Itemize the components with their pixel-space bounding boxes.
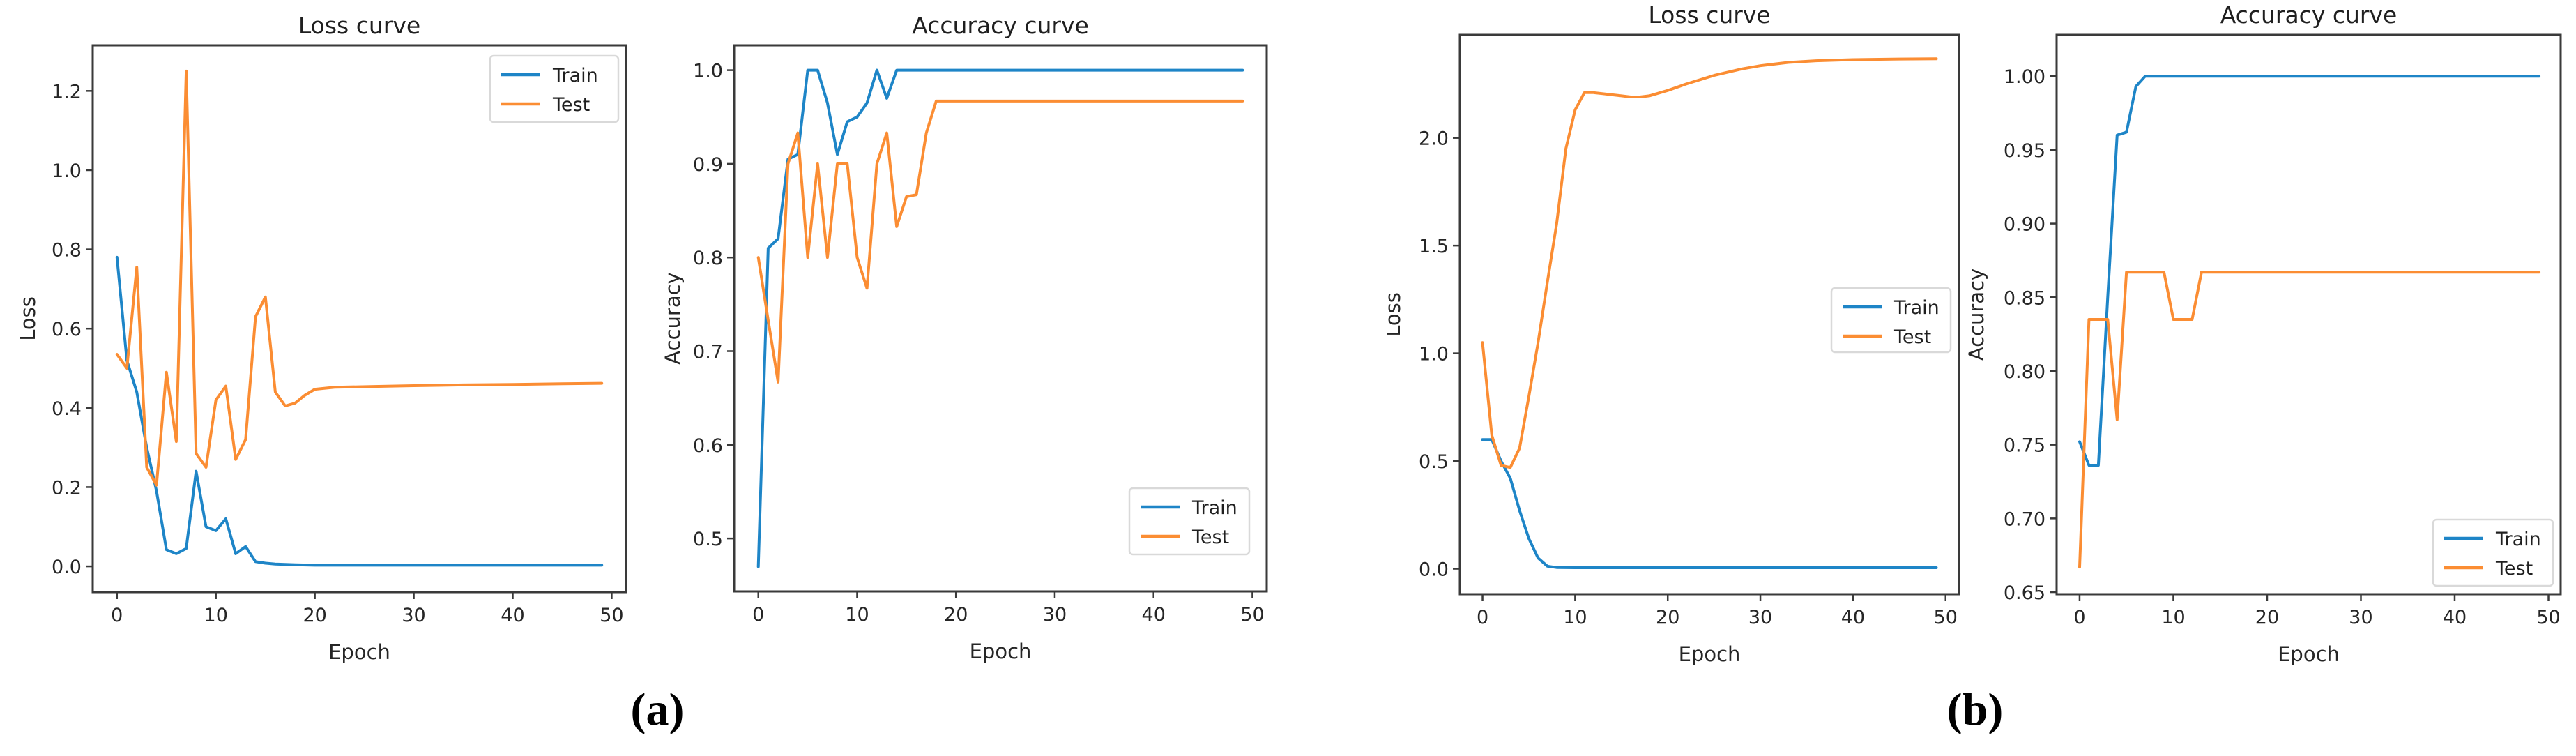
x-tick-label: 0: [2073, 607, 2085, 628]
x-tick-label: 40: [2443, 607, 2467, 628]
series-test: [756, 99, 1244, 384]
series-train: [2078, 75, 2541, 467]
y-tick-label: 0.75: [2004, 435, 2045, 457]
legend: Train Test: [489, 54, 620, 123]
x-tick-label: 50: [600, 605, 623, 626]
chart-title: Loss curve: [298, 12, 420, 39]
x-tick-label: 40: [501, 605, 524, 626]
y-tick-label: 0.0: [1419, 559, 1449, 581]
series-test: [1481, 57, 1938, 469]
subfigure-label-a: (a): [630, 684, 685, 735]
x-tick-label: 40: [1841, 607, 1865, 628]
legend-label-train: Train: [2495, 529, 2541, 550]
y-tick-label: 1.00: [2004, 66, 2045, 88]
y-tick-label: 1.0: [52, 160, 82, 182]
y-tick-label: 0.5: [693, 529, 723, 550]
legend: Train Test: [2432, 518, 2554, 587]
y-tick-label: 0.80: [2004, 361, 2045, 383]
y-tick-label: 0.8: [693, 248, 723, 269]
legend: Train Test: [1128, 487, 1251, 556]
subfigure-label-b: (b): [1946, 684, 2004, 735]
accuracy-curve-a-chart: 0 10 20 30 40 50 0.5 0.6 0.7 0.8 0.9 1.0 Epoch Accura…: [662, 12, 1268, 663]
x-tick-label: 10: [204, 605, 228, 626]
series-train: [756, 68, 1244, 568]
legend-label-test: Test: [1191, 527, 1229, 548]
x-tick-label: 20: [944, 604, 968, 626]
series-test: [2078, 271, 2541, 569]
x-tick-label: 20: [2255, 607, 2279, 628]
y-tick-label: 0.90: [2004, 214, 2045, 236]
y-axis-label: Loss: [16, 296, 40, 341]
y-axis-label: Accuracy: [1966, 269, 1988, 361]
x-tick-label: 10: [2161, 607, 2185, 628]
loss-curve-b-chart: 0 10 20 30 40 50 0.0 0.5 1.0 1.5 2.0 Epoch Loss Loss …: [1387, 1, 1960, 666]
legend-label-train: Train: [552, 65, 598, 86]
plot-area: [91, 44, 627, 594]
y-tick-label: 0.6: [693, 435, 723, 457]
y-axis-label: Accuracy: [662, 272, 685, 364]
x-tick-label: 50: [1934, 607, 1958, 628]
x-tick-label: 0: [1477, 607, 1488, 628]
y-tick-label: 1.5: [1419, 236, 1449, 257]
x-tick-label: 40: [1142, 604, 1166, 626]
loss-curve-a-chart: 0 10 20 30 40 50 0.0 0.2 0.4 0.6 0.8 1.0 1.2 Epoch Los…: [16, 12, 627, 664]
legend-label-test: Test: [1893, 326, 1931, 348]
y-tick-label: 0.2: [52, 477, 82, 499]
x-axis-label: Epoch: [1679, 642, 1741, 666]
x-tick-label: 30: [402, 605, 425, 626]
y-tick-label: 0.85: [2004, 287, 2045, 309]
y-tick-label: 0.9: [693, 154, 723, 176]
legend-label-test: Test: [2495, 558, 2533, 580]
y-tick-label: 0.65: [2004, 582, 2045, 604]
legend-label-test: Test: [552, 94, 590, 116]
chart-title: Accuracy curve: [912, 12, 1089, 39]
y-tick-label: 0.95: [2004, 140, 2045, 162]
x-tick-label: 50: [2536, 607, 2560, 628]
y-tick-label: 0.0: [52, 557, 82, 578]
x-axis-label: Epoch: [328, 640, 390, 664]
y-tick-label: 1.2: [52, 81, 82, 103]
y-axis-label: Loss: [1387, 292, 1405, 337]
y-tick-label: 0.6: [52, 319, 82, 340]
x-tick-label: 30: [1043, 604, 1067, 626]
x-axis-label: Epoch: [970, 640, 1032, 663]
x-tick-label: 0: [752, 604, 764, 626]
y-tick-label: 0.5: [1419, 451, 1449, 473]
y-tick-label: 2.0: [1419, 128, 1449, 150]
x-tick-label: 10: [1563, 607, 1587, 628]
legend-label-train: Train: [1191, 497, 1237, 519]
plot-area: [2055, 33, 2562, 596]
y-tick-label: 0.8: [52, 240, 82, 262]
y-tick-label: 1.0: [693, 61, 723, 82]
chart-title: Accuracy curve: [2220, 1, 2398, 29]
x-tick-label: 0: [111, 605, 123, 626]
x-tick-label: 30: [2349, 607, 2372, 628]
y-tick-label: 0.7: [693, 342, 723, 363]
x-tick-label: 50: [1240, 604, 1264, 626]
x-tick-label: 30: [1748, 607, 1772, 628]
y-tick-label: 0.70: [2004, 508, 2045, 530]
y-tick-label: 0.4: [52, 398, 82, 420]
accuracy-curve-b-chart: 0 10 20 30 40 50 0.65 0.70 0.75 0.80 0.85 0.90 0.95 1…: [1966, 1, 2562, 666]
x-tick-label: 20: [303, 605, 326, 626]
legend-label-train: Train: [1893, 297, 1939, 319]
series-train: [115, 255, 604, 567]
chart-title: Loss curve: [1648, 1, 1770, 29]
y-tick-label: 1.0: [1419, 344, 1449, 365]
x-tick-label: 10: [845, 604, 869, 626]
x-axis-label: Epoch: [2278, 642, 2340, 666]
x-tick-label: 20: [1656, 607, 1679, 628]
series-test: [115, 69, 604, 487]
legend: Train Test: [1830, 287, 1952, 354]
